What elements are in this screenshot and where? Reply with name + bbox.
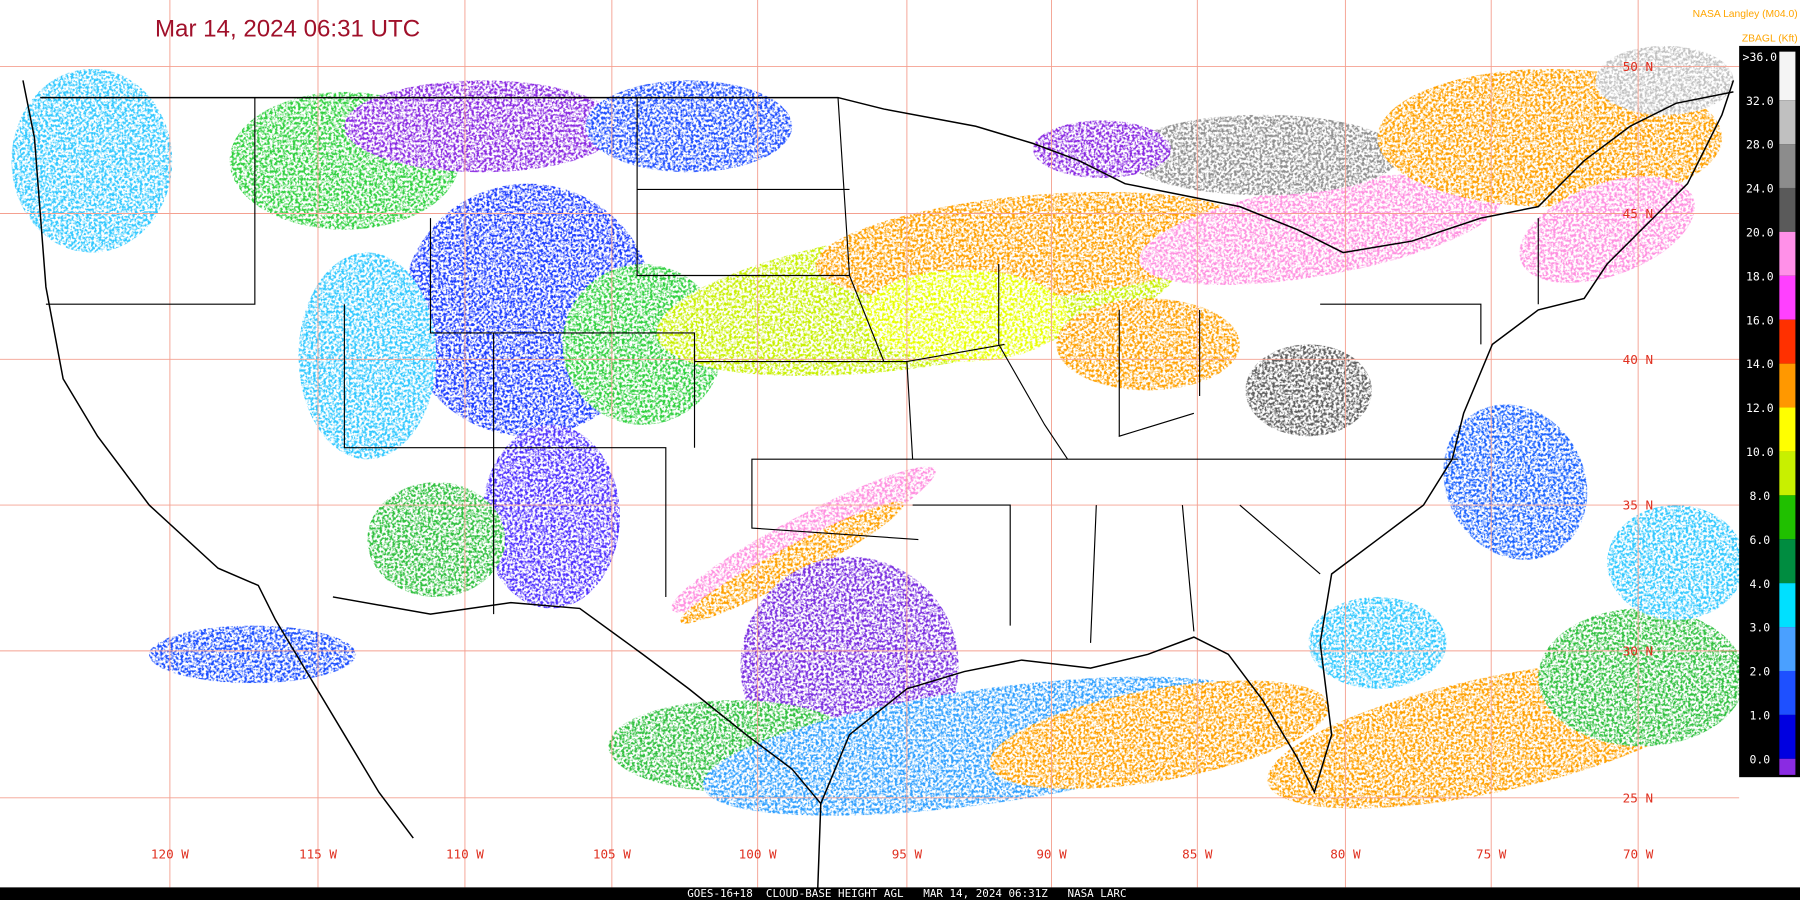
cloud-area: [1538, 608, 1745, 747]
colorbar-swatch: [1779, 51, 1796, 101]
cloud-area: [1308, 596, 1447, 689]
colorbar-label: 1.0: [1749, 708, 1770, 722]
cloud-area: [344, 80, 620, 173]
colorbar-label: 18.0: [1746, 269, 1774, 283]
colorbar-label: 12.0: [1746, 401, 1774, 415]
cloud-area: [1056, 298, 1240, 391]
longitude-label: 95 W: [892, 847, 923, 862]
colorbar-swatch: [1779, 363, 1796, 408]
cloud-area: [149, 625, 356, 684]
footer-bar: [0, 887, 1800, 900]
colorbar-swatch: [1779, 758, 1796, 775]
longitude-label: 70 W: [1623, 847, 1654, 862]
colorbar-label: 10.0: [1746, 445, 1774, 459]
colorbar-label: 28.0: [1746, 138, 1774, 152]
colorbar-swatch: [1779, 714, 1796, 759]
footer: GOES-16+18 CLOUD-BASE HEIGHT AGL MAR 14,…: [687, 887, 1126, 900]
colorbar-label: 3.0: [1749, 621, 1770, 635]
colorbar-label: 24.0: [1746, 182, 1774, 196]
colorbar-swatch: [1779, 539, 1796, 584]
boundaries: [22, 80, 1735, 900]
cloud-area: [1595, 45, 1734, 115]
colorbar-swatch: [1779, 495, 1796, 540]
colorbar-swatch: [1779, 583, 1796, 628]
longitude-label: 120 W: [151, 847, 189, 862]
cloud-area: [1245, 344, 1372, 437]
colorbar-swatch: [1779, 275, 1796, 320]
latitude-label: 50 N: [1623, 59, 1653, 74]
lat-lon-grid: [0, 0, 1740, 888]
title: Mar 14, 2024 06:31 UTC: [155, 16, 420, 43]
colorbar-label: 32.0: [1746, 94, 1774, 108]
latitude-label: 40 N: [1623, 352, 1653, 367]
colorbar-swatch: [1779, 627, 1796, 671]
colorbar-swatch: [1779, 231, 1796, 276]
longitude-label: 90 W: [1036, 847, 1067, 862]
longitude-label: 110 W: [446, 847, 484, 862]
colorbar-swatch: [1779, 451, 1796, 496]
colorbar-label: 16.0: [1746, 313, 1774, 327]
longitude-label: 85 W: [1182, 847, 1213, 862]
colorbar-swatch: [1779, 670, 1796, 715]
colorbar-swatch: [1779, 407, 1796, 452]
cloud-area: [585, 80, 793, 173]
colorbar-label: 4.0: [1749, 577, 1770, 591]
cloud-area: [11, 68, 173, 253]
longitude-label: 100 W: [739, 847, 777, 862]
colorbar-label: 0.0: [1749, 752, 1770, 766]
latitude-label: 30 N: [1623, 643, 1653, 658]
colorbar-swatch: [1779, 144, 1796, 188]
colorbar-label: 2.0: [1749, 665, 1770, 679]
cloud-area: [860, 269, 1068, 362]
longitude-label: 75 W: [1476, 847, 1507, 862]
cloud-area: [989, 680, 1330, 789]
cloud-area: [482, 424, 620, 609]
colorbar-swatch: [1779, 100, 1796, 145]
latitude-label: 25 N: [1623, 790, 1653, 805]
colorbar: >36.0 32.0 28.0 24.0 20.0 18.0 16.0 14.0 12.0 10.…: [1743, 50, 1796, 775]
colorbar-label: 8.0: [1749, 489, 1770, 503]
cloud-area: [1125, 114, 1401, 196]
cloud-area: [1607, 505, 1745, 620]
credit: NASA Langley (M04.0): [1693, 9, 1798, 20]
longitude-label: 105 W: [593, 847, 631, 862]
latitude-label: 45 N: [1623, 206, 1653, 221]
colorbar-title: ZBAGL (Kft): [1742, 33, 1798, 44]
colorbar-swatch: [1779, 187, 1796, 232]
colorbar-label: 14.0: [1746, 357, 1774, 371]
cloud-area: [367, 482, 506, 597]
border: [40, 91, 1734, 254]
colorbar-label: 20.0: [1746, 225, 1774, 239]
colorbar-label: 6.0: [1749, 533, 1770, 547]
longitude-label: 80 W: [1330, 847, 1361, 862]
cloud-area: [1033, 120, 1171, 178]
cloud-area: [1443, 404, 1588, 560]
coastline: [22, 80, 1735, 900]
cloud-area: [1519, 176, 1695, 283]
latitude-label: 35 N: [1623, 498, 1653, 513]
cloud-area: [680, 501, 904, 624]
cloud-area: [1139, 174, 1502, 285]
colorbar-label: >36.0: [1743, 50, 1778, 64]
grid-labels: 120 W 115 W 110 W 105 W 100 W 95 W 90 W 85 W 80 …: [151, 59, 1654, 862]
cloud-area: [298, 252, 437, 460]
longitude-label: 115 W: [299, 847, 337, 862]
state-lines: [45, 97, 1539, 643]
colorbar-swatch: [1779, 319, 1796, 364]
